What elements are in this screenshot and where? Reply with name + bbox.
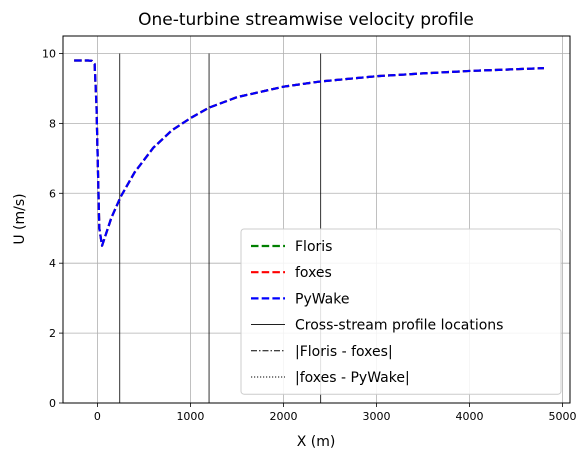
x-tick-label-0: 0 bbox=[94, 410, 101, 423]
y-tick-label-1: 2 bbox=[49, 327, 56, 340]
x-tick-label-4: 4000 bbox=[456, 410, 484, 423]
x-tick-label-1: 1000 bbox=[176, 410, 204, 423]
y-tick-label-5: 10 bbox=[42, 47, 56, 60]
series-line-2 bbox=[74, 59, 544, 247]
y-tick-label-2: 4 bbox=[49, 257, 56, 270]
y-tick-label-0: 0 bbox=[49, 397, 56, 410]
legend-label-series-3: |Floris - foxes| bbox=[295, 344, 393, 360]
legend-label-vlines: Cross-stream profile locations bbox=[295, 318, 503, 334]
plot-frame bbox=[62, 35, 571, 404]
legend-label-series-0: Floris bbox=[295, 239, 332, 255]
legend-label-series-2: PyWake bbox=[295, 291, 349, 307]
x-axis-title: X (m) bbox=[297, 434, 336, 450]
y-tick-label-3: 6 bbox=[49, 187, 56, 200]
legend-label-series-1: foxes bbox=[295, 265, 332, 281]
legend: Floris foxes PyWake Cross-stream profile lo… bbox=[240, 228, 562, 395]
x-tick-label-5: 5000 bbox=[549, 410, 577, 423]
y-axis-title: U (m/s) bbox=[12, 193, 28, 244]
series-line-1 bbox=[74, 59, 544, 247]
x-tick-label-2: 2000 bbox=[269, 410, 297, 423]
y-tick-label-4: 8 bbox=[49, 117, 56, 130]
legend-box bbox=[240, 228, 562, 395]
x-tick-label-3: 3000 bbox=[363, 410, 391, 423]
tick-layer: 0 1000 2000 3000 4000 5000 0 2 4 6 8 10 bbox=[42, 47, 577, 423]
legend-label-series-4: |foxes - PyWake| bbox=[295, 370, 410, 386]
series-line-0 bbox=[74, 59, 544, 247]
chart-title: One-turbine streamwise velocity profile bbox=[138, 10, 474, 30]
